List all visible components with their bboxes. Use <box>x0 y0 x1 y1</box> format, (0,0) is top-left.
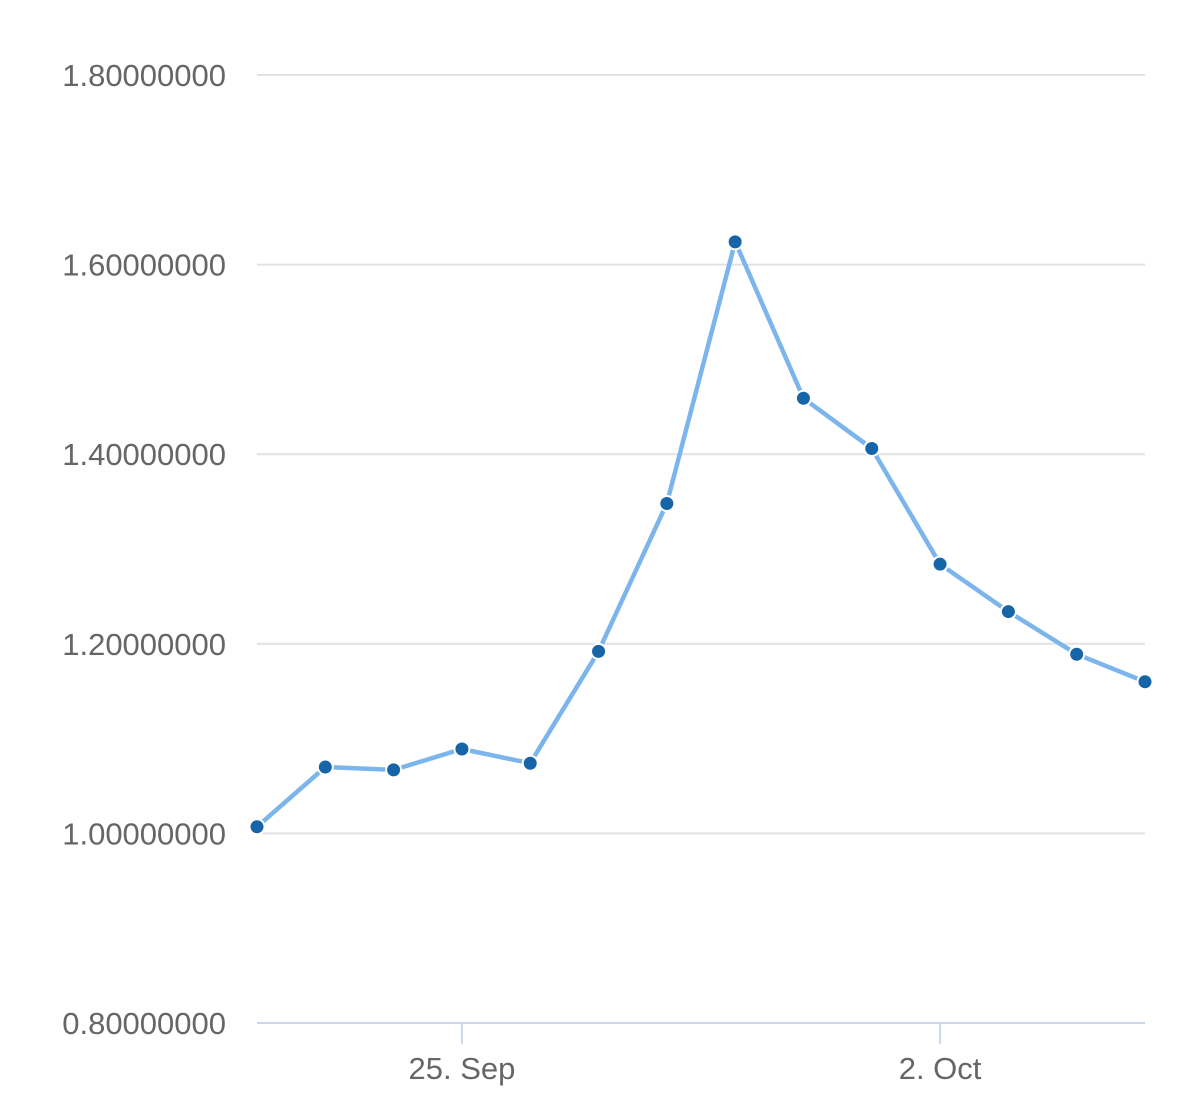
grid-lines <box>257 74 1145 835</box>
data-point[interactable] <box>453 740 471 758</box>
x-tick-label: 25. Sep <box>408 1051 515 1086</box>
data-point[interactable] <box>726 233 744 251</box>
y-axis-labels: 0.80000000 1.00000000 1.20000000 1.40000000… <box>62 58 226 1041</box>
data-point[interactable] <box>794 389 812 407</box>
series-line <box>254 239 1148 830</box>
data-point[interactable] <box>1068 645 1086 663</box>
data-point[interactable] <box>931 555 949 573</box>
data-point[interactable] <box>316 758 334 776</box>
data-point[interactable] <box>863 440 881 458</box>
y-tick-label: 1.60000000 <box>62 248 226 283</box>
data-point[interactable] <box>590 642 608 660</box>
data-point[interactable] <box>248 818 266 836</box>
x-tick-label: 2. Oct <box>899 1051 982 1086</box>
y-tick-label: 0.80000000 <box>62 1006 226 1041</box>
x-axis: 25. Sep 2. Oct <box>257 1022 1145 1086</box>
series <box>248 233 1154 836</box>
y-tick-label: 1.00000000 <box>62 816 226 851</box>
y-tick-label: 1.40000000 <box>62 437 226 472</box>
y-tick-label: 1.20000000 <box>62 627 226 662</box>
data-point[interactable] <box>999 603 1017 621</box>
data-point[interactable] <box>658 494 676 512</box>
data-point[interactable] <box>385 761 403 779</box>
y-tick-label: 1.80000000 <box>62 58 226 93</box>
data-point[interactable] <box>521 754 539 772</box>
data-point[interactable] <box>1136 673 1154 691</box>
